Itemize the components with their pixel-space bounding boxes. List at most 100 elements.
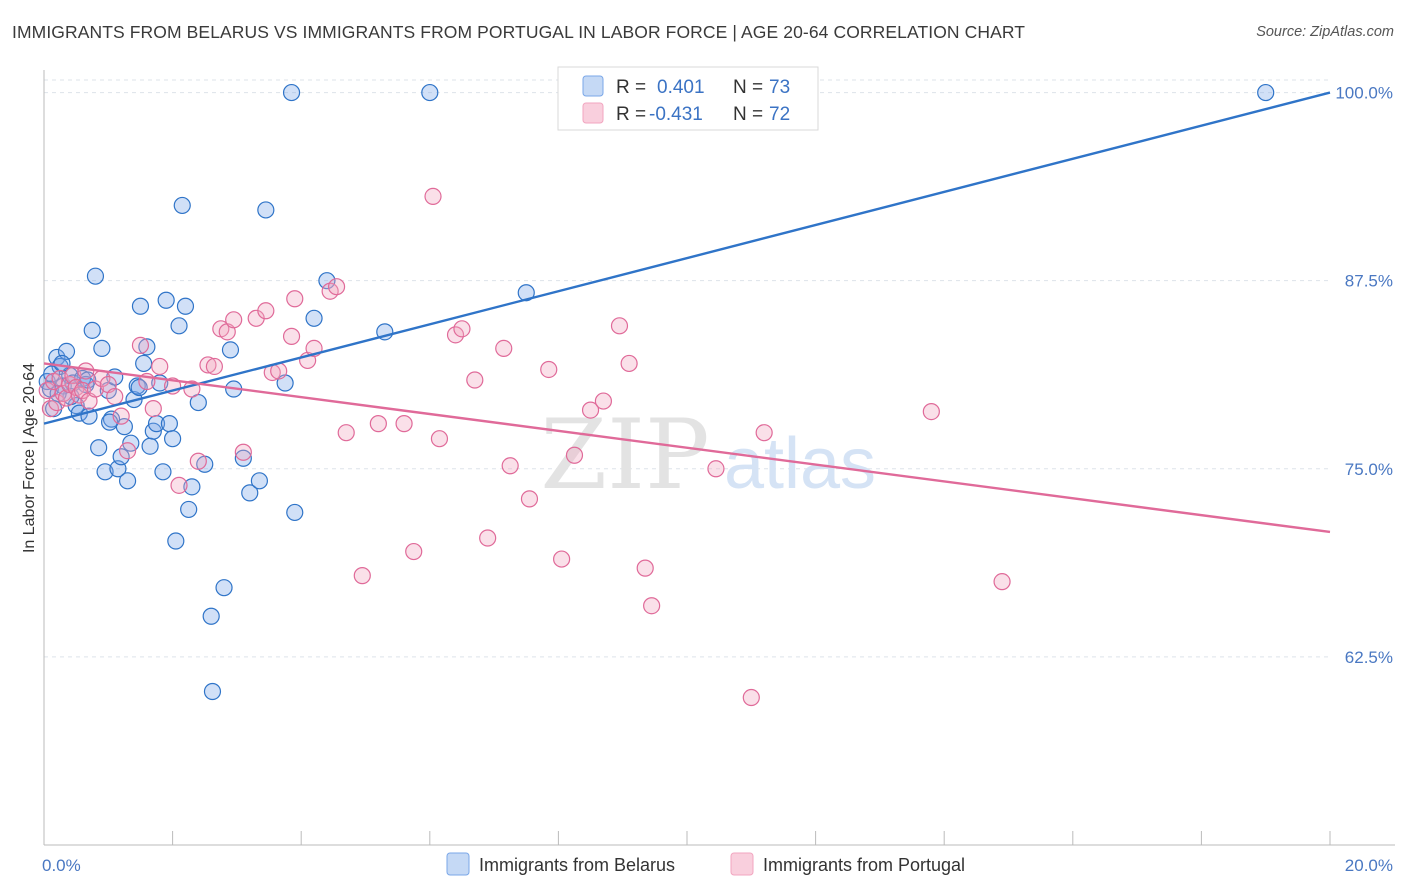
x-tick-label-0: 0.0% — [42, 856, 81, 875]
portugal-point-1 — [41, 399, 60, 418]
trend-line-portugal — [43, 362, 1331, 534]
portugal-point-63 — [610, 317, 629, 335]
series-portugal-points — [38, 187, 1011, 707]
portugal-point-49 — [424, 187, 442, 206]
portugal-point-66 — [643, 597, 661, 615]
belarus-point-59 — [286, 503, 304, 522]
belarus-point-63 — [421, 83, 439, 102]
portugal-point-60 — [565, 446, 584, 464]
belarus-point-43 — [176, 297, 195, 315]
series-legend: Immigrants from Belarus Immigrants from … — [446, 852, 965, 876]
belarus-point-29 — [131, 297, 150, 315]
series-belarus-points — [38, 83, 1275, 701]
stats-n-label-belarus: N = — [733, 77, 763, 98]
watermark-atlas: atlas — [724, 424, 876, 504]
belarus-point-53 — [234, 449, 252, 467]
watermark: ZIP atlas — [540, 399, 876, 511]
portugal-point-3 — [48, 393, 66, 412]
belarus-point-16 — [90, 439, 108, 457]
portugal-point-69 — [755, 424, 773, 442]
belarus-point-20 — [102, 410, 121, 428]
chart-title: IMMIGRANTS FROM BELARUS VS IMMIGRANTS FR… — [12, 22, 1026, 42]
portugal-point-29 — [205, 357, 223, 376]
bottom-legend-swatch-belarus — [446, 852, 470, 876]
portugal-point-32 — [225, 311, 243, 329]
portugal-point-19 — [118, 442, 137, 460]
tick-labels: 62.5% 75.0% 87.5% 100.0% 0.0% 20.0% — [42, 84, 1393, 875]
stats-n-label-portugal: N = — [733, 104, 763, 125]
portugal-point-28 — [199, 356, 217, 374]
stats-n-value-portugal: 72 — [769, 104, 790, 125]
x-tick-label-1: 20.0% — [1345, 856, 1393, 875]
belarus-point-14 — [83, 321, 101, 339]
belarus-point-48 — [202, 607, 220, 625]
belarus-point-25 — [118, 472, 137, 490]
belarus-point-39 — [164, 430, 182, 448]
portugal-point-18 — [112, 407, 130, 425]
portugal-point-55 — [495, 339, 513, 357]
axes — [43, 70, 1395, 846]
portugal-point-14 — [86, 380, 105, 398]
y-tick-label-3: 100.0% — [1335, 84, 1393, 103]
belarus-point-45 — [183, 478, 201, 496]
portugal-point-50 — [430, 430, 449, 448]
y-tick-label-1: 75.0% — [1345, 460, 1393, 479]
portugal-point-48 — [405, 542, 423, 561]
portugal-point-68 — [742, 688, 760, 707]
stats-r-label-belarus: R = — [616, 77, 646, 98]
source-credit: Source: ZipAtlas.com — [1256, 24, 1394, 40]
portugal-point-65 — [636, 559, 654, 577]
trend-line-belarus — [43, 91, 1331, 425]
stats-n-value-belarus: 73 — [769, 77, 790, 98]
portugal-point-35 — [257, 302, 275, 320]
portugal-point-62 — [594, 392, 613, 410]
belarus-point-18 — [96, 463, 114, 481]
portugal-point-56 — [501, 457, 519, 475]
portugal-point-57 — [520, 490, 539, 508]
belarus-point-54 — [241, 484, 259, 502]
watermark-zip: ZIP — [540, 399, 709, 511]
portugal-point-25 — [170, 476, 188, 494]
belarus-point-42 — [173, 196, 191, 215]
portugal-point-61 — [581, 401, 600, 419]
bottom-legend-label-portugal: Immigrants from Portugal — [763, 855, 965, 875]
portugal-point-23 — [151, 357, 169, 376]
portugal-point-43 — [327, 278, 346, 296]
belarus-point-58 — [282, 83, 301, 102]
portugal-point-27 — [189, 452, 207, 470]
belarus-point-37 — [157, 291, 175, 309]
bottom-legend-label-belarus: Immigrants from Belarus — [479, 855, 675, 875]
portugal-point-71 — [993, 573, 1011, 591]
belarus-point-44 — [180, 500, 198, 519]
y-axis-label: In Labor Force | Age 20-64 — [21, 363, 38, 553]
portugal-point-51 — [446, 326, 465, 344]
portugal-point-44 — [337, 424, 355, 442]
stats-r-value-portugal: -0.431 — [649, 104, 703, 125]
trend-lines — [43, 91, 1331, 534]
legend-swatch-belarus — [582, 75, 604, 97]
belarus-point-49 — [203, 682, 222, 701]
belarus-point-55 — [250, 472, 269, 490]
belarus-point-60 — [305, 309, 323, 327]
portugal-point-38 — [282, 327, 301, 345]
stats-legend: R = 0.401 N = 73 R = -0.431 N = 72 — [557, 66, 819, 131]
belarus-point-30 — [135, 354, 153, 373]
legend-swatch-portugal — [582, 102, 604, 124]
belarus-point-65 — [1257, 83, 1275, 102]
belarus-point-50 — [215, 579, 233, 597]
portugal-point-70 — [922, 403, 940, 421]
portugal-point-52 — [453, 320, 471, 338]
portugal-point-0 — [38, 381, 56, 400]
belarus-point-38 — [160, 415, 178, 433]
portugal-point-67 — [707, 460, 725, 478]
portugal-point-17 — [106, 387, 124, 406]
stats-r-value-belarus: 0.401 — [657, 77, 705, 98]
belarus-point-15 — [86, 267, 105, 285]
y-tick-label-2: 87.5% — [1345, 272, 1393, 291]
portugal-point-11 — [73, 381, 92, 400]
portugal-point-58 — [540, 360, 558, 379]
belarus-point-56 — [257, 201, 275, 219]
belarus-point-23 — [112, 448, 130, 466]
belarus-point-36 — [154, 463, 172, 481]
portugal-point-6 — [57, 389, 76, 407]
